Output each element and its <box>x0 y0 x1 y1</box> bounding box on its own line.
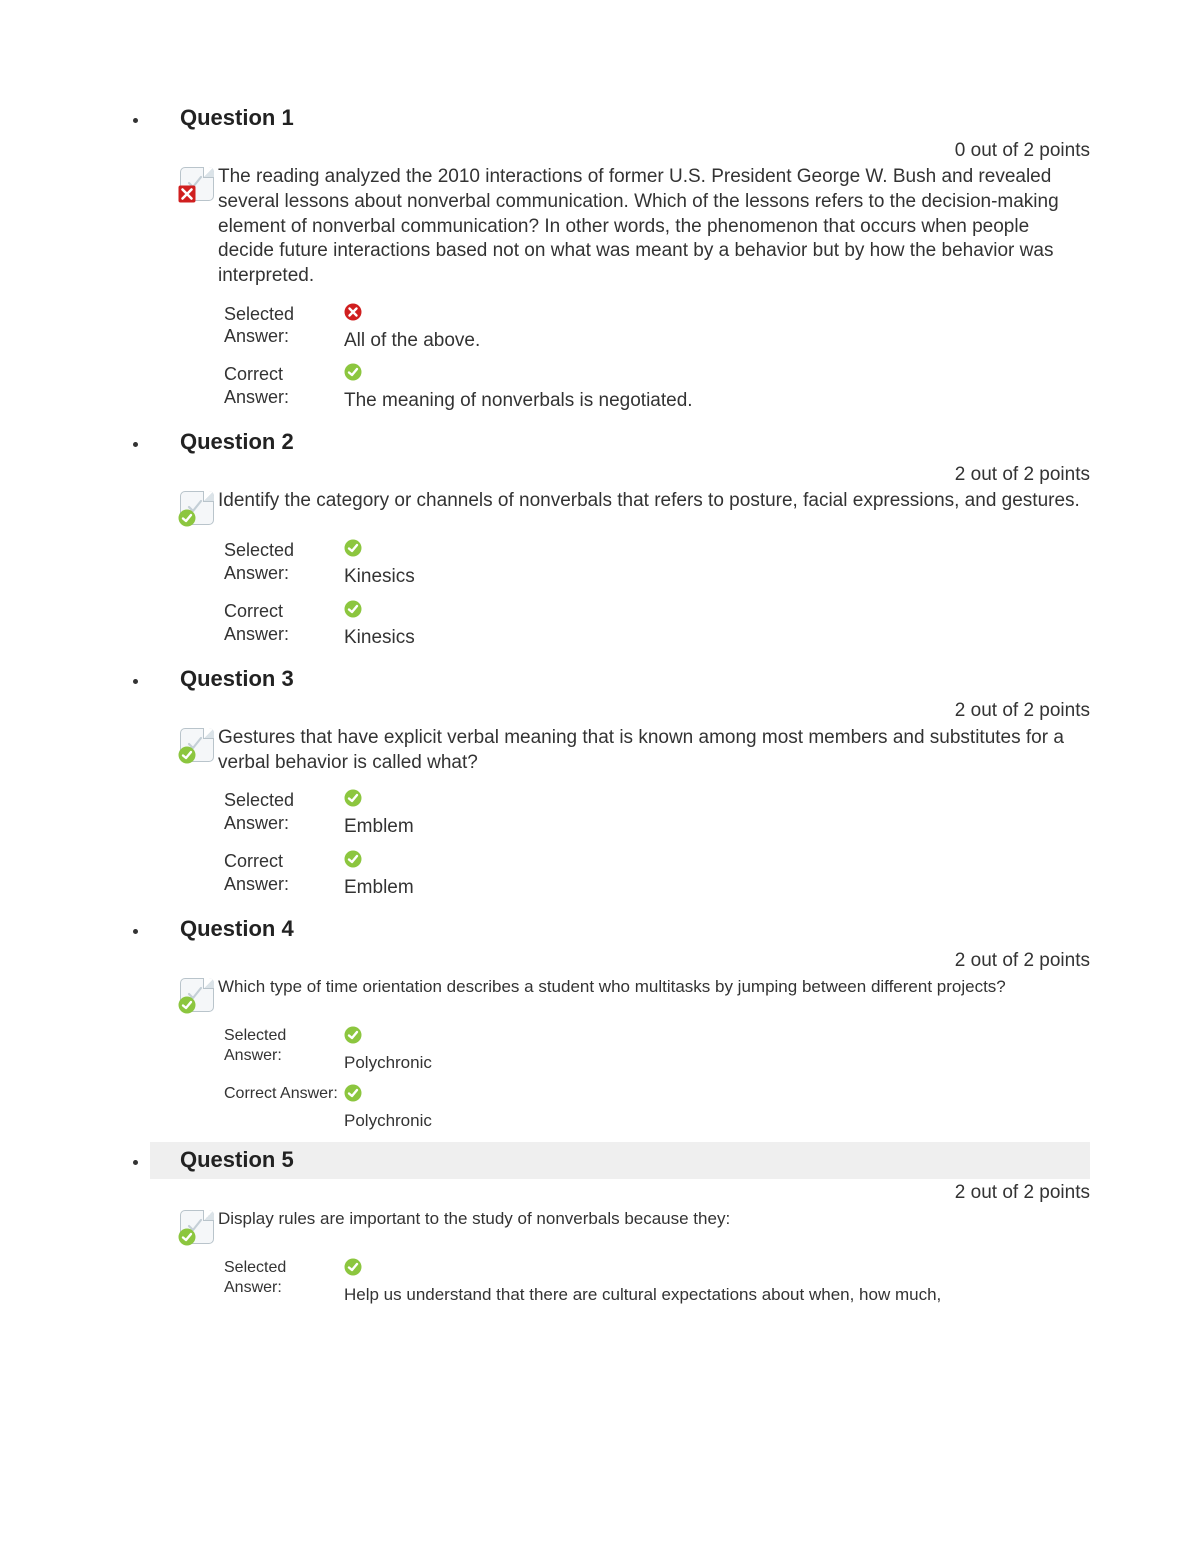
answer-label: Correct Answer: <box>224 363 344 408</box>
check-icon <box>344 1258 1090 1278</box>
answer-text: All of the above. <box>344 329 1090 354</box>
answer-label: Correct Answer: <box>224 850 344 895</box>
question-item: Question 22 out of 2 pointsIdentify the … <box>150 424 1090 651</box>
answer-value: The meaning of nonverbals is negotiated. <box>344 363 1090 414</box>
check-icon <box>344 789 1090 809</box>
question-body: Which type of time orientation describes… <box>180 976 1090 1012</box>
check-icon <box>178 746 196 764</box>
answer-value: Polychronic <box>344 1026 1090 1074</box>
question-body: Display rules are important to the study… <box>180 1208 1090 1244</box>
answer-value: Emblem <box>344 850 1090 901</box>
check-icon <box>344 363 1090 383</box>
question-item: Question 42 out of 2 pointsWhich type of… <box>150 911 1090 1132</box>
question-prompt: Which type of time orientation describes… <box>218 976 1090 998</box>
answer-label: Selected Answer: <box>224 789 344 834</box>
correct-answer-row: Correct Answer:The meaning of nonverbals… <box>224 363 1090 414</box>
selected-answer-row: Selected Answer:Polychronic <box>224 1026 1090 1074</box>
answers-block: Selected Answer:All of the above.Correct… <box>224 303 1090 414</box>
question-title: Question 3 <box>150 661 1090 698</box>
answer-value: Help us understand that there are cultur… <box>344 1258 1090 1306</box>
question-title: Question 5 <box>150 1142 1090 1179</box>
answer-label: Correct Answer: <box>224 1084 344 1104</box>
correct-answer-row: Correct Answer:Kinesics <box>224 600 1090 651</box>
check-icon <box>178 509 196 527</box>
question-points: 0 out of 2 points <box>180 139 1090 164</box>
selected-answer-row: Selected Answer:Emblem <box>224 789 1090 840</box>
check-icon <box>344 1084 1090 1104</box>
question-points: 2 out of 2 points <box>180 463 1090 488</box>
question-list: Question 10 out of 2 pointsThe reading a… <box>110 100 1090 1306</box>
question-points: 2 out of 2 points <box>180 949 1090 974</box>
x-icon <box>344 303 1090 323</box>
question-status-icon <box>180 1210 214 1244</box>
answer-text: Kinesics <box>344 565 1090 590</box>
question-item: Question 52 out of 2 pointsDisplay rules… <box>150 1142 1090 1305</box>
question-block: 2 out of 2 pointsWhich type of time orie… <box>180 949 1090 1132</box>
answers-block: Selected Answer:Help us understand that … <box>224 1258 1090 1306</box>
check-icon <box>344 600 1090 620</box>
question-points: 2 out of 2 points <box>180 699 1090 724</box>
answer-text: Help us understand that there are cultur… <box>344 1284 1090 1306</box>
question-block: 2 out of 2 pointsGestures that have expl… <box>180 699 1090 900</box>
question-points: 2 out of 2 points <box>180 1181 1090 1206</box>
answers-block: Selected Answer:KinesicsCorrect Answer:K… <box>224 539 1090 650</box>
answer-text: Polychronic <box>344 1110 1090 1132</box>
answer-label: Correct Answer: <box>224 600 344 645</box>
check-icon <box>344 850 1090 870</box>
check-icon <box>344 1026 1090 1046</box>
question-status-icon <box>180 978 214 1012</box>
answers-block: Selected Answer:PolychronicCorrect Answe… <box>224 1026 1090 1132</box>
answer-label: Selected Answer: <box>224 1258 344 1298</box>
check-icon <box>344 539 1090 559</box>
answer-label: Selected Answer: <box>224 539 344 584</box>
correct-answer-row: Correct Answer:Emblem <box>224 850 1090 901</box>
question-prompt: Display rules are important to the study… <box>218 1208 1090 1230</box>
answer-label: Selected Answer: <box>224 1026 344 1066</box>
quiz-review-page: Question 10 out of 2 pointsThe reading a… <box>0 0 1200 1376</box>
selected-answer-row: Selected Answer:Help us understand that … <box>224 1258 1090 1306</box>
answer-text: Kinesics <box>344 626 1090 651</box>
selected-answer-row: Selected Answer:Kinesics <box>224 539 1090 590</box>
question-body: Identify the category or channels of non… <box>180 489 1090 525</box>
check-icon <box>178 996 196 1014</box>
question-title: Question 2 <box>150 424 1090 461</box>
check-icon <box>178 1228 196 1246</box>
answer-value: Kinesics <box>344 600 1090 651</box>
answer-label: Selected Answer: <box>224 303 344 348</box>
question-body: Gestures that have explicit verbal meani… <box>180 726 1090 775</box>
question-status-icon <box>180 728 214 762</box>
answers-block: Selected Answer:EmblemCorrect Answer:Emb… <box>224 789 1090 900</box>
answer-text: The meaning of nonverbals is negotiated. <box>344 389 1090 414</box>
question-block: 2 out of 2 pointsIdentify the category o… <box>180 463 1090 651</box>
question-status-icon <box>180 167 214 201</box>
question-status-icon <box>180 491 214 525</box>
question-item: Question 10 out of 2 pointsThe reading a… <box>150 100 1090 414</box>
question-title: Question 4 <box>150 911 1090 948</box>
question-block: 2 out of 2 pointsDisplay rules are impor… <box>180 1181 1090 1306</box>
question-prompt: Identify the category or channels of non… <box>218 489 1090 514</box>
question-body: The reading analyzed the 2010 interactio… <box>180 165 1090 288</box>
correct-answer-row: Correct Answer:Polychronic <box>224 1084 1090 1132</box>
x-icon <box>178 185 196 203</box>
question-prompt: Gestures that have explicit verbal meani… <box>218 726 1090 775</box>
answer-text: Emblem <box>344 815 1090 840</box>
answer-text: Polychronic <box>344 1052 1090 1074</box>
question-prompt: The reading analyzed the 2010 interactio… <box>218 165 1090 288</box>
answer-text: Emblem <box>344 876 1090 901</box>
question-title: Question 1 <box>150 100 1090 137</box>
answer-value: Polychronic <box>344 1084 1090 1132</box>
selected-answer-row: Selected Answer:All of the above. <box>224 303 1090 354</box>
answer-value: All of the above. <box>344 303 1090 354</box>
answer-value: Kinesics <box>344 539 1090 590</box>
answer-value: Emblem <box>344 789 1090 840</box>
question-block: 0 out of 2 pointsThe reading analyzed th… <box>180 139 1090 415</box>
question-item: Question 32 out of 2 pointsGestures that… <box>150 661 1090 901</box>
